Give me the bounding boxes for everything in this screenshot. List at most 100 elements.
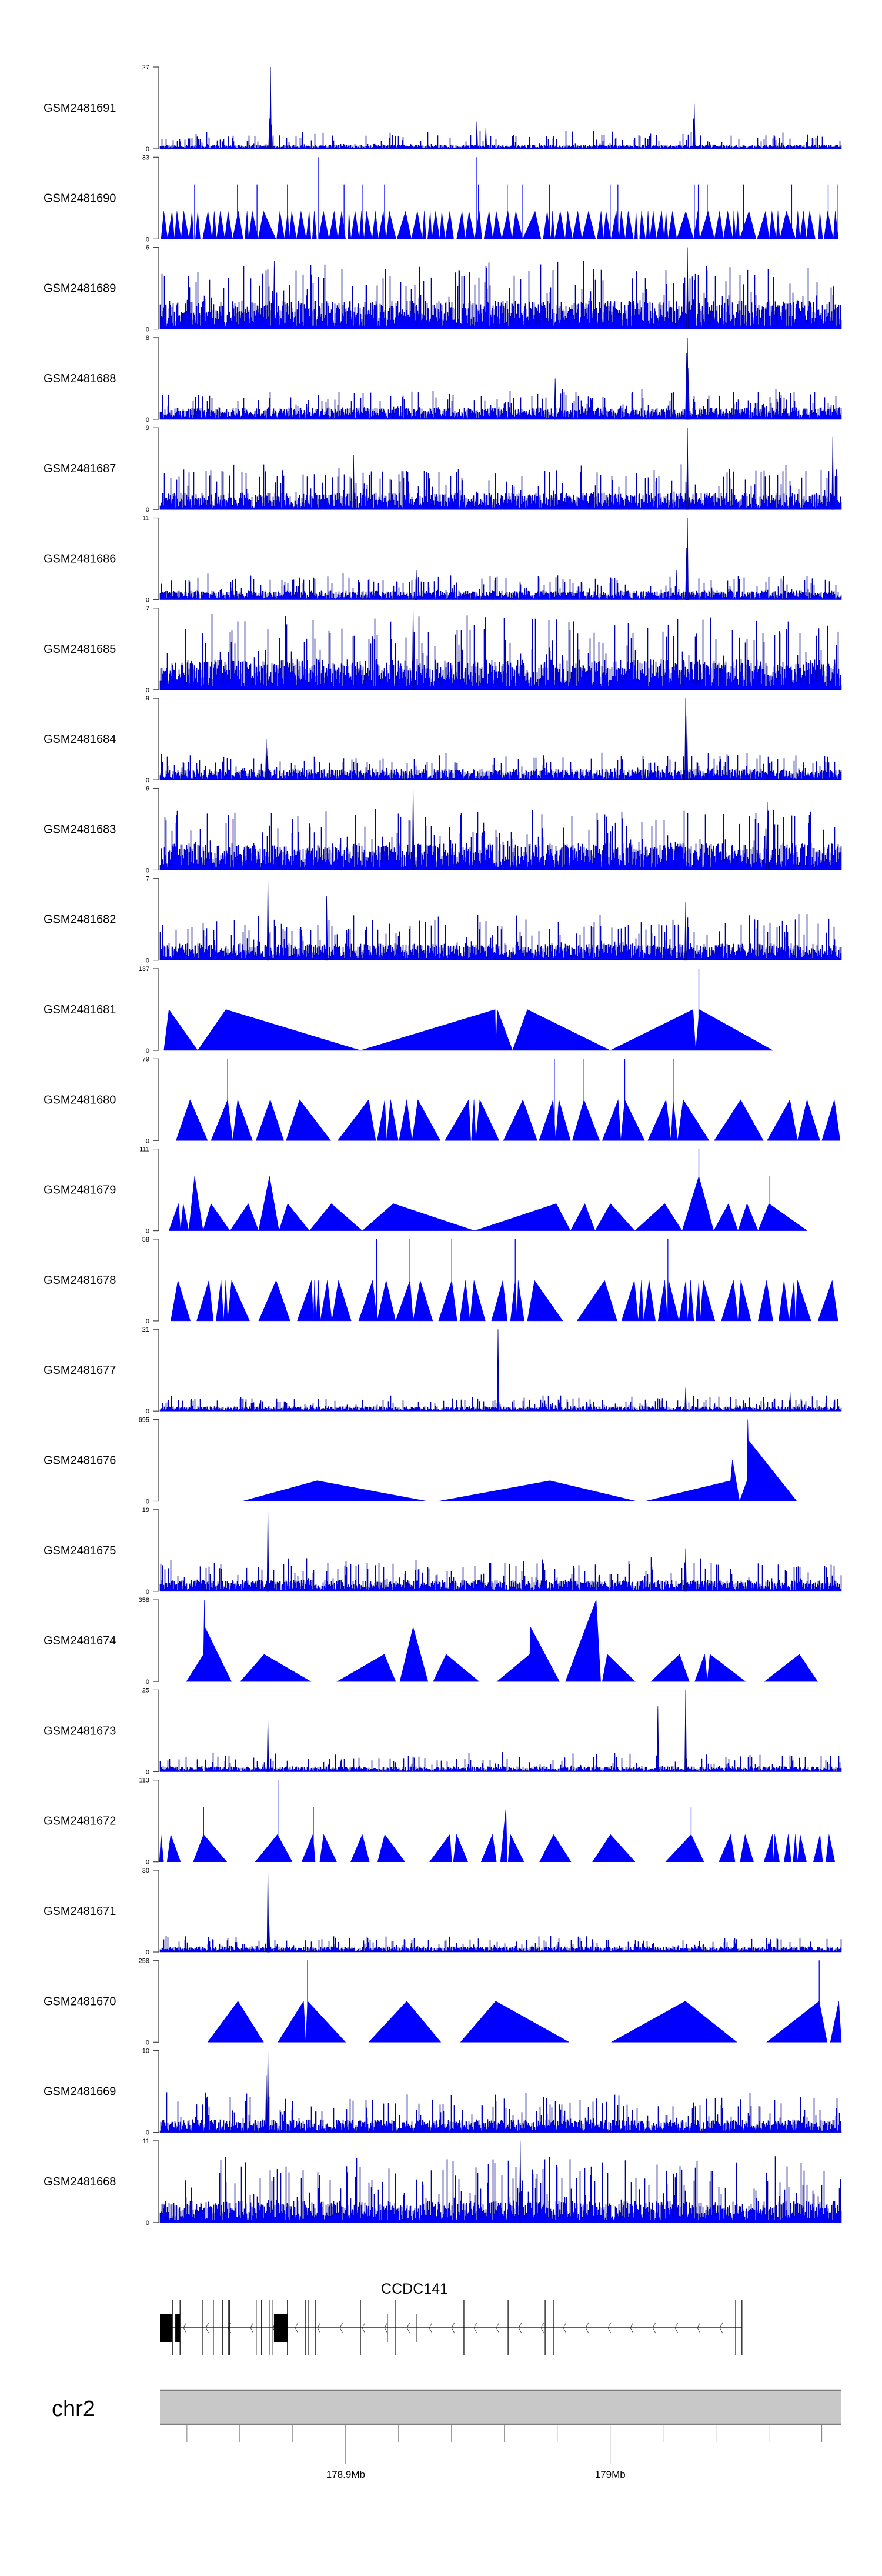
signal-peak	[766, 802, 769, 870]
y-max-label: 58	[142, 1236, 149, 1243]
signal-triangle	[412, 1099, 441, 1141]
strand-arrow-icon	[429, 2322, 433, 2334]
signal-peak	[554, 378, 557, 420]
y-zero-label: 0	[146, 957, 149, 965]
signal-triangle	[413, 1280, 433, 1322]
signal-triangle	[797, 1834, 807, 1862]
signal-triangle	[216, 211, 225, 239]
track-GSM2481673: GSM2481673 25 0	[44, 1687, 842, 1776]
signal-triangle	[739, 211, 757, 239]
signal-polygon	[242, 1480, 427, 1501]
signal-triangle	[359, 211, 365, 239]
signal-triangle	[733, 211, 736, 239]
signal-area	[159, 573, 842, 600]
signal-triangle	[202, 211, 213, 239]
chromosome-band	[160, 2390, 841, 2424]
y-max-label: 9	[146, 695, 149, 702]
signal-triangle	[664, 211, 669, 239]
track-GSM2481681: GSM2481681 137 0	[44, 966, 774, 1055]
signal-triangle	[386, 211, 396, 239]
strand-arrow-icon	[183, 2322, 187, 2334]
track-GSM2481685: GSM2481685 7 0	[44, 605, 842, 694]
signal-triangle	[719, 1834, 736, 1862]
signal-triangle	[396, 211, 412, 239]
signal-triangle	[784, 1834, 791, 1862]
signal-triangle	[621, 1280, 639, 1322]
signal-triangle	[555, 1099, 571, 1141]
track-GSM2481669: GSM2481669 10 0	[44, 2048, 842, 2137]
signal-triangle	[429, 1834, 452, 1862]
signal-triangle	[211, 1099, 233, 1141]
signal-triangle	[806, 211, 816, 239]
signal-triangle	[193, 1834, 228, 1862]
signal-triangle	[163, 1009, 198, 1051]
strand-arrow-icon	[585, 2322, 589, 2334]
signal-triangle	[456, 211, 466, 239]
signal-triangle	[363, 211, 373, 239]
signal-triangle	[594, 1203, 636, 1231]
signal-triangle	[216, 1280, 224, 1322]
y-max-label: 695	[139, 1417, 149, 1424]
y-max-label: 79	[142, 1056, 149, 1063]
signal-triangle	[736, 211, 740, 239]
signal-triangle	[296, 211, 307, 239]
signal-triangle	[643, 1280, 656, 1322]
signal-polygon	[433, 1654, 480, 1682]
signal-triangle	[620, 1099, 645, 1141]
signal-triangle	[360, 1009, 496, 1051]
signal-triangle	[625, 211, 634, 239]
signal-triangle	[657, 1280, 668, 1322]
track-GSM2481672: GSM2481672 113 0	[44, 1777, 836, 1866]
signal-triangle	[332, 1280, 352, 1322]
strand-arrow-icon	[339, 2322, 343, 2334]
signal-triangle	[670, 1099, 678, 1141]
signal-area	[159, 752, 842, 780]
signal-peak	[684, 1690, 687, 1772]
signal-peak	[273, 261, 276, 329]
track-GSM2481678: GSM2481678 58 0	[44, 1236, 838, 1325]
y-zero-label: 0	[146, 1408, 149, 1415]
signal-polygon	[694, 1654, 708, 1682]
signal-triangle	[465, 211, 475, 239]
signal-triangle	[795, 211, 800, 239]
signal-triangle	[368, 2001, 442, 2043]
signal-triangle	[320, 1280, 332, 1322]
signal-polygon	[650, 1654, 690, 1682]
signal-triangle	[244, 211, 249, 239]
signal-triangle	[255, 1834, 293, 1862]
signal-triangle	[195, 211, 201, 239]
signal-area	[159, 388, 842, 420]
signal-triangle	[297, 1280, 314, 1322]
signal-triangle	[769, 211, 777, 239]
signal-peak	[266, 1719, 269, 1772]
signal-triangle	[329, 211, 338, 239]
signal-triangle	[576, 1280, 617, 1322]
signal-triangle	[656, 211, 664, 239]
signal-triangle	[460, 2001, 570, 2043]
track-GSM2481677: GSM2481677 21 0	[44, 1326, 842, 1415]
signal-area	[159, 1395, 842, 1412]
signal-polygon	[739, 1419, 797, 1501]
signal-triangle	[212, 211, 217, 239]
signal-triangle	[445, 1099, 471, 1141]
track-name: GSM2481685	[44, 643, 116, 656]
signal-triangle	[570, 1203, 596, 1231]
signal-area	[159, 809, 842, 870]
track-name: GSM2481677	[44, 1364, 116, 1377]
y-max-label: 33	[142, 154, 149, 161]
signal-triangle	[232, 1099, 253, 1141]
signal-area	[159, 131, 842, 149]
signal-triangle	[279, 1203, 310, 1231]
y-max-label: 7	[146, 605, 149, 612]
strand-arrow-icon	[563, 2322, 567, 2334]
y-max-label: 30	[142, 1867, 149, 1874]
signal-triangle	[286, 1099, 332, 1141]
signal-triangle	[634, 1203, 683, 1231]
signal-triangle	[687, 1280, 694, 1322]
strand-arrow-icon	[317, 2322, 321, 2334]
track-name: GSM2481690	[44, 192, 116, 205]
signal-tracks: GSM2481691270GSM2481690330GSM248168960GS…	[44, 64, 842, 2227]
signal-triangle	[757, 1280, 773, 1322]
track-name: GSM2481680	[44, 1093, 116, 1106]
signal-triangle	[695, 1280, 700, 1322]
